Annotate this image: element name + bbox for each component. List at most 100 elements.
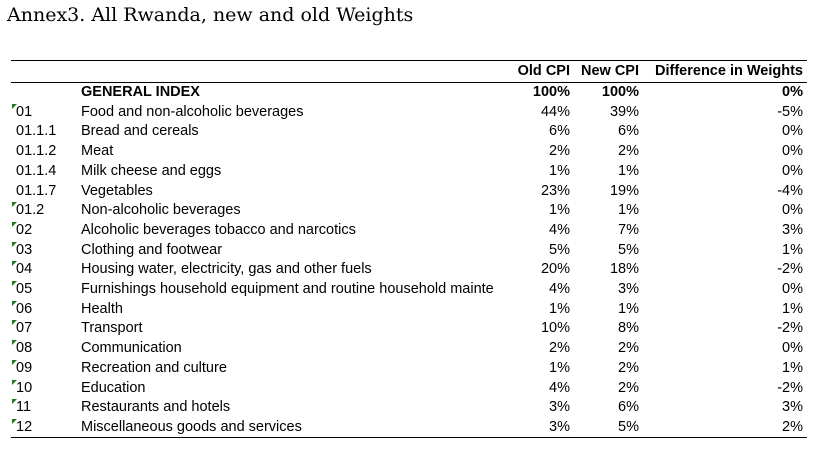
row-new-cpi: 8% xyxy=(618,320,639,337)
table-row: 10 Education 4% 2% -2% xyxy=(11,379,807,399)
cell-indicator-icon xyxy=(12,340,17,346)
row-new-cpi: 2% xyxy=(618,359,639,376)
cell-indicator-icon xyxy=(12,281,17,286)
row-old-cpi: 10% xyxy=(540,320,570,337)
table-row: 12 Miscellaneous goods and services 3% 5% 2% xyxy=(11,418,807,438)
row-code: 01.1.1 xyxy=(16,123,57,140)
header-old-cpi: Old CPI xyxy=(517,63,570,79)
row-new-cpi: 1% xyxy=(618,202,639,219)
row-description: Milk cheese and eggs xyxy=(81,162,222,179)
row-code: 07 xyxy=(16,320,33,337)
table-row: 01.1.4 Milk cheese and eggs 1% 1% 0% xyxy=(11,162,807,182)
row-code: 11 xyxy=(16,399,32,416)
cell-indicator-icon xyxy=(12,379,17,385)
table-row: 01.1.7 Vegetables 23% 19% -4% xyxy=(11,182,807,202)
row-code: 01.2 xyxy=(16,202,45,219)
row-description: Health xyxy=(81,300,123,317)
document-title: Annex3. All Rwanda, new and old Weights xyxy=(7,4,414,26)
row-old-cpi: 2% xyxy=(549,143,570,160)
row-new-cpi: 19% xyxy=(609,182,639,199)
table-row: 09 Recreation and culture 1% 2% 1% xyxy=(11,359,807,379)
row-old-cpi: 44% xyxy=(540,103,570,120)
row-difference: 3% xyxy=(782,221,803,238)
row-difference: 0% xyxy=(782,123,803,140)
row-description: GENERAL INDEX xyxy=(81,84,200,100)
row-difference: 0% xyxy=(782,84,803,100)
row-code: 03 xyxy=(16,241,33,258)
row-difference: -2% xyxy=(777,261,803,278)
row-difference: -5% xyxy=(777,103,803,120)
header-difference: Difference in Weights xyxy=(655,63,803,79)
row-new-cpi: 5% xyxy=(618,418,639,435)
row-new-cpi: 2% xyxy=(618,379,639,396)
row-code: 04 xyxy=(16,261,33,278)
row-code: 08 xyxy=(16,340,33,357)
row-old-cpi: 5% xyxy=(549,241,570,258)
row-new-cpi: 6% xyxy=(618,399,639,416)
table-row: 01.2 Non-alcoholic beverages 1% 1% 0% xyxy=(11,201,807,221)
table-row: 08 Communication 2% 2% 0% xyxy=(11,339,807,359)
cell-indicator-icon xyxy=(12,241,17,247)
row-difference: 0% xyxy=(782,162,803,179)
table-row: 01.1.1 Bread and cereals 6% 6% 0% xyxy=(11,122,807,142)
row-code: 10 xyxy=(16,379,33,396)
table-row: 11 Restaurants and hotels 3% 6% 3% xyxy=(11,398,807,418)
row-difference: 3% xyxy=(782,399,803,416)
row-description: Furnishings household equipment and rout… xyxy=(81,281,494,297)
row-difference: 0% xyxy=(782,143,803,160)
row-old-cpi: 3% xyxy=(549,418,570,435)
row-description: Bread and cereals xyxy=(81,123,199,140)
cell-indicator-icon xyxy=(12,300,17,306)
table-row: 05 Furnishings household equipment and ro… xyxy=(11,280,807,300)
row-description: Miscellaneous goods and services xyxy=(81,418,302,435)
row-description: Vegetables xyxy=(81,182,153,199)
cell-indicator-icon xyxy=(12,221,17,227)
cell-indicator-icon xyxy=(12,399,17,405)
cell-indicator-icon xyxy=(12,320,17,326)
row-new-cpi: 3% xyxy=(618,281,639,297)
row-old-cpi: 20% xyxy=(540,261,570,278)
row-old-cpi: 4% xyxy=(549,221,570,238)
row-old-cpi: 1% xyxy=(549,202,570,219)
table-row: 01.1.2 Meat 2% 2% 0% xyxy=(11,142,807,162)
table-row: 03 Clothing and footwear 5% 5% 1% xyxy=(11,241,807,261)
row-difference: 0% xyxy=(782,281,803,297)
row-difference: 2% xyxy=(782,418,803,435)
row-difference: -2% xyxy=(777,320,803,337)
row-new-cpi: 6% xyxy=(618,123,639,140)
row-description: Non-alcoholic beverages xyxy=(81,202,241,219)
header-new-cpi: New CPI xyxy=(580,63,639,79)
row-code: 01.1.7 xyxy=(16,182,57,199)
row-difference: 1% xyxy=(782,241,803,258)
row-description: Alcoholic beverages tobacco and narcotic… xyxy=(81,221,356,238)
cell-indicator-icon xyxy=(12,418,17,424)
cell-indicator-icon xyxy=(12,359,17,365)
row-old-cpi: 1% xyxy=(549,359,570,376)
row-description: Food and non-alcoholic beverages xyxy=(81,103,304,120)
row-new-cpi: 5% xyxy=(618,241,639,258)
row-description: Clothing and footwear xyxy=(81,241,223,258)
table-row: 04 Housing water, electricity, gas and ot… xyxy=(11,260,807,280)
row-old-cpi: 4% xyxy=(549,281,570,297)
row-difference: 0% xyxy=(782,340,803,357)
row-description: Education xyxy=(81,379,146,396)
row-difference: 0% xyxy=(782,202,803,219)
header-rule xyxy=(11,82,807,83)
table-row: GENERAL INDEX 100% 100% 0% xyxy=(11,83,807,103)
row-code: 02 xyxy=(16,221,33,238)
row-difference: -2% xyxy=(777,379,803,396)
cell-indicator-icon xyxy=(12,103,17,109)
row-difference: 1% xyxy=(782,300,803,317)
row-new-cpi: 1% xyxy=(618,162,639,179)
row-new-cpi: 2% xyxy=(618,340,639,357)
table-row: 01 Food and non-alcoholic beverages 44% 39%… xyxy=(11,103,807,123)
row-old-cpi: 3% xyxy=(549,399,570,416)
table-top-rule xyxy=(11,60,807,61)
cell-indicator-icon xyxy=(12,202,17,208)
row-description: Transport xyxy=(81,320,143,337)
row-code: 12 xyxy=(16,418,33,435)
row-new-cpi: 7% xyxy=(618,221,639,238)
row-description: Meat xyxy=(81,143,114,160)
table-bottom-rule xyxy=(11,437,807,438)
row-difference: -4% xyxy=(777,182,803,199)
